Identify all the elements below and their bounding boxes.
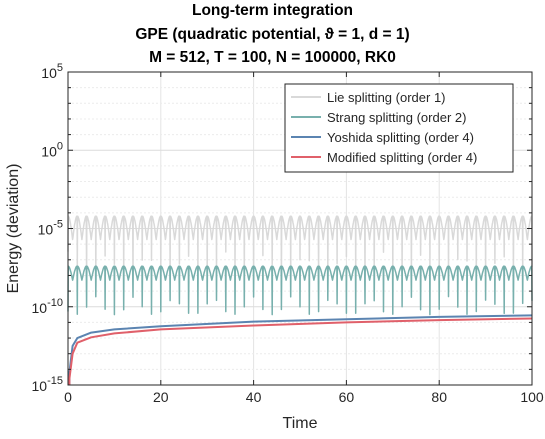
y-tick-labels: 10-15 10-10 10-5 100 105 [32, 62, 63, 394]
series-lines [67, 215, 533, 385]
x-tick-label: 80 [431, 389, 447, 405]
x-tick-labels: 0 20 40 60 80 100 [64, 389, 544, 405]
y-tick-label: 100 [41, 140, 63, 159]
y-tick-label: 105 [41, 62, 63, 81]
x-axis-label: Time [283, 415, 318, 432]
legend: Lie splitting (order 1) Strang splitting … [284, 83, 514, 173]
y-tick-label: 10-10 [32, 297, 63, 316]
series-line-2 [68, 314, 533, 385]
legend-box [284, 83, 514, 173]
chart-title-line-1: Long-term integration [191, 2, 354, 19]
legend-label-3: Modified splitting (order 4) [327, 150, 477, 165]
x-tick-label: 60 [339, 389, 355, 405]
y-tick-label: 10-15 [32, 375, 63, 394]
series-line-3 [68, 317, 533, 385]
legend-label-0: Lie splitting (order 1) [327, 90, 446, 105]
legend-label-2: Yoshida splitting (order 4) [327, 130, 474, 145]
x-tick-label: 100 [520, 389, 544, 405]
x-tick-label: 0 [64, 389, 72, 405]
tick-marks [67, 71, 533, 386]
chart-title-line-2: GPE (quadratic potential, ϑ = 1, d = 1) [135, 26, 410, 43]
series-line-1 [67, 265, 533, 316]
legend-label-1: Strang splitting (order 2) [327, 110, 466, 125]
x-tick-label: 20 [153, 389, 169, 405]
series-line-0 [67, 215, 533, 277]
chart-title-line-3: M = 512, T = 100, N = 100000, RK0 [149, 49, 396, 66]
y-tick-label: 10-5 [38, 219, 63, 238]
x-tick-label: 40 [246, 389, 262, 405]
y-axis-label: Energy (deviation) [5, 164, 22, 294]
